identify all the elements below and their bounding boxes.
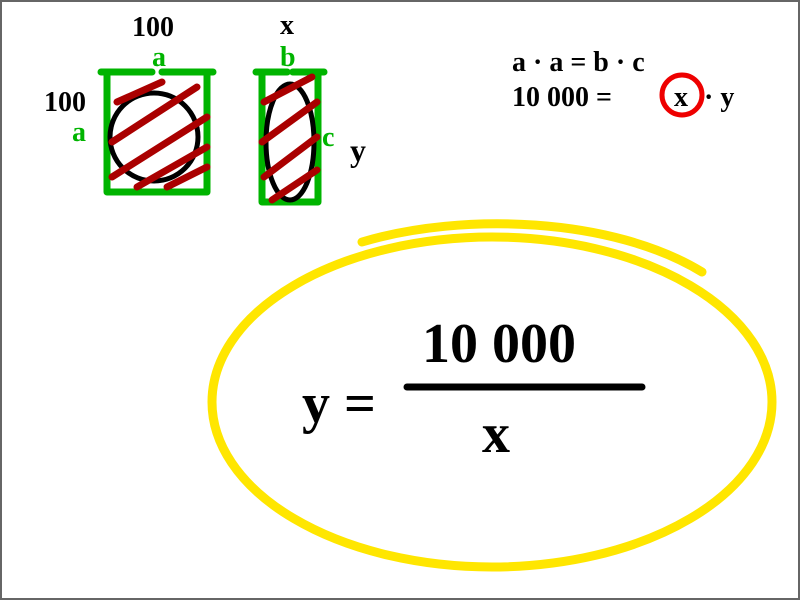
whiteboard: 100 a 100 a x b c y a · a = b · c 10 000… [0,0,800,600]
red-circle-x [662,75,702,115]
drawing-layer [2,2,798,598]
yellow-highlight [212,224,772,567]
